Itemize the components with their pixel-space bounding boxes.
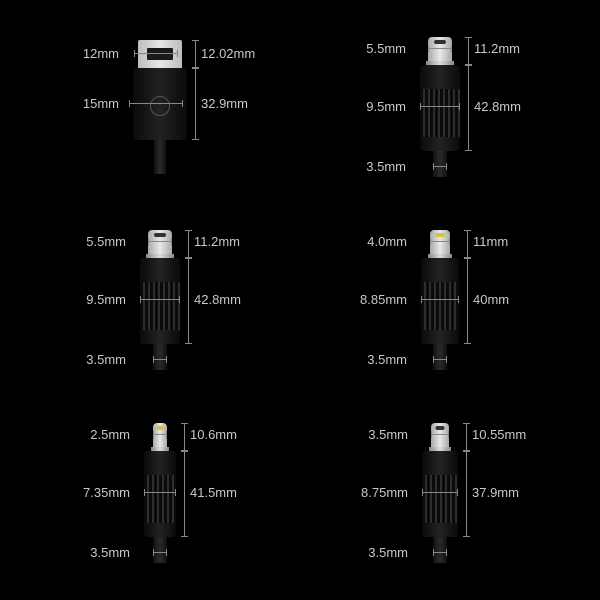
dim-body-w: 8.85mm bbox=[360, 292, 407, 307]
dim-body-h: 37.9mm bbox=[472, 485, 519, 500]
dim-cable-w: 3.5mm bbox=[86, 352, 126, 367]
connector-usb-a: 12mm 15mm 12.02mm 32.9mm bbox=[133, 40, 187, 174]
barrel-tip bbox=[430, 230, 450, 254]
cell-barrel-4-0: 4.0mm 8.85mm 3.5mm 11mm 40mm bbox=[300, 203, 580, 396]
barrel-cable bbox=[433, 151, 447, 177]
cell-usb-a: 12mm 15mm 12.02mm 32.9mm bbox=[20, 10, 300, 203]
usb-shell bbox=[138, 40, 182, 68]
barrel-body bbox=[140, 258, 180, 344]
dim-tip-h: 11.2mm bbox=[474, 41, 520, 56]
dim-usb-tip-width: 12mm bbox=[83, 46, 119, 61]
dim-tip-w: 2.5mm bbox=[90, 427, 130, 442]
dim-body-h: 41.5mm bbox=[190, 485, 237, 500]
barrel-body bbox=[421, 258, 459, 344]
dim-cable-w: 3.5mm bbox=[366, 159, 406, 174]
dim-body-w: 8.75mm bbox=[361, 485, 408, 500]
barrel-tip bbox=[428, 37, 452, 61]
connector-barrel-5-5-b: 5.5mm 9.5mm 3.5mm 11.2mm 42.8mm bbox=[140, 230, 180, 370]
dim-body-h: 40mm bbox=[473, 292, 509, 307]
barrel-body bbox=[422, 451, 458, 537]
dim-tip-w: 5.5mm bbox=[366, 41, 406, 56]
barrel-cable bbox=[433, 344, 447, 370]
usb-body bbox=[133, 68, 187, 140]
cell-barrel-3-5: 3.5mm 8.75mm 3.5mm 10.55mm 37.9mm bbox=[300, 397, 580, 590]
barrel-tip bbox=[153, 423, 167, 447]
barrel-body bbox=[144, 451, 176, 537]
barrel-cable bbox=[433, 537, 447, 563]
barrel-body bbox=[420, 65, 460, 151]
dim-body-h: 42.8mm bbox=[194, 292, 241, 307]
dim-tip-h: 11mm bbox=[473, 234, 508, 249]
cell-barrel-2-5: 2.5mm 7.35mm 3.5mm 10.6mm 41.5mm bbox=[20, 397, 300, 590]
dim-body-w: 7.35mm bbox=[83, 485, 130, 500]
dim-body-h: 42.8mm bbox=[474, 99, 521, 114]
cell-barrel-5-5-b: 5.5mm 9.5mm 3.5mm 11.2mm 42.8mm bbox=[20, 203, 300, 396]
dim-tip-h: 11.2mm bbox=[194, 234, 240, 249]
dim-cable-w: 3.5mm bbox=[90, 545, 130, 560]
connector-dimensions-grid: 12mm 15mm 12.02mm 32.9mm 5.5mm 9.5mm 3.5… bbox=[0, 0, 600, 600]
dim-usb-tip-height: 12.02mm bbox=[201, 46, 255, 61]
dim-tip-w: 4.0mm bbox=[367, 234, 407, 249]
connector-barrel-2-5: 2.5mm 7.35mm 3.5mm 10.6mm 41.5mm bbox=[144, 423, 176, 563]
barrel-cable bbox=[153, 344, 167, 370]
dim-tip-h: 10.55mm bbox=[472, 427, 526, 442]
dim-body-w: 9.5mm bbox=[86, 292, 126, 307]
dim-cable-w: 3.5mm bbox=[367, 352, 407, 367]
connector-barrel-4-0: 4.0mm 8.85mm 3.5mm 11mm 40mm bbox=[421, 230, 459, 370]
dim-tip-w: 5.5mm bbox=[86, 234, 126, 249]
dim-usb-body-width: 15mm bbox=[83, 96, 119, 111]
dim-tip-w: 3.5mm bbox=[368, 427, 408, 442]
barrel-cable bbox=[153, 537, 167, 563]
connector-barrel-3-5: 3.5mm 8.75mm 3.5mm 10.55mm 37.9mm bbox=[422, 423, 458, 563]
barrel-tip bbox=[431, 423, 449, 447]
dim-body-w: 9.5mm bbox=[366, 99, 406, 114]
usb-cable bbox=[154, 140, 166, 174]
cell-barrel-5-5-a: 5.5mm 9.5mm 3.5mm 11.2mm 42.8mm bbox=[300, 10, 580, 203]
dim-usb-body-height: 32.9mm bbox=[201, 96, 248, 111]
dim-cable-w: 3.5mm bbox=[368, 545, 408, 560]
dim-tip-h: 10.6mm bbox=[190, 427, 237, 442]
barrel-tip bbox=[148, 230, 172, 254]
connector-barrel-5-5-a: 5.5mm 9.5mm 3.5mm 11.2mm 42.8mm bbox=[420, 37, 460, 177]
